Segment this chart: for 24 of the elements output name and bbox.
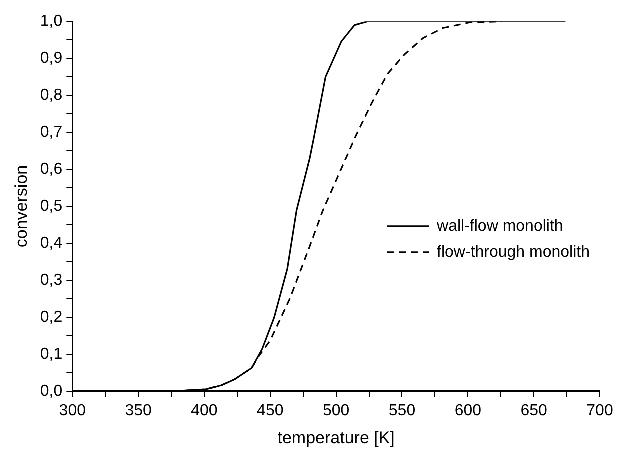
y-tick-label: 0,1	[40, 346, 63, 363]
legend-label: flow-through monolith	[437, 244, 590, 261]
y-tick-label: 0,9	[40, 50, 63, 67]
x-tick-label: 600	[454, 402, 482, 420]
x-tick-label: 700	[586, 402, 614, 420]
y-tick-label: 0,6	[40, 160, 63, 178]
y-tick-label: 0,7	[40, 124, 63, 141]
x-axis-title: temperature [K]	[278, 428, 395, 448]
x-tick-label: 450	[257, 402, 284, 420]
y-tick-label: 0,0	[40, 382, 63, 400]
y-tick-label: 0,8	[40, 86, 63, 104]
y-tick-label: 0,3	[40, 272, 63, 289]
y-tick-label: 0,2	[40, 308, 63, 326]
legend-label: wall-flow monolith	[436, 218, 564, 235]
x-tick-label: 650	[520, 402, 548, 420]
x-tick-label: 550	[388, 402, 416, 420]
x-tick-label: 350	[125, 402, 152, 420]
y-tick-label: 0,5	[40, 198, 63, 215]
x-tick-label: 400	[191, 402, 218, 420]
x-tick-label: 300	[59, 402, 86, 420]
y-tick-label: 1,0	[40, 13, 63, 30]
y-tick-label: 0,4	[40, 234, 63, 252]
y-axis-title: conversion	[12, 165, 31, 248]
x-tick-label: 500	[322, 402, 350, 420]
